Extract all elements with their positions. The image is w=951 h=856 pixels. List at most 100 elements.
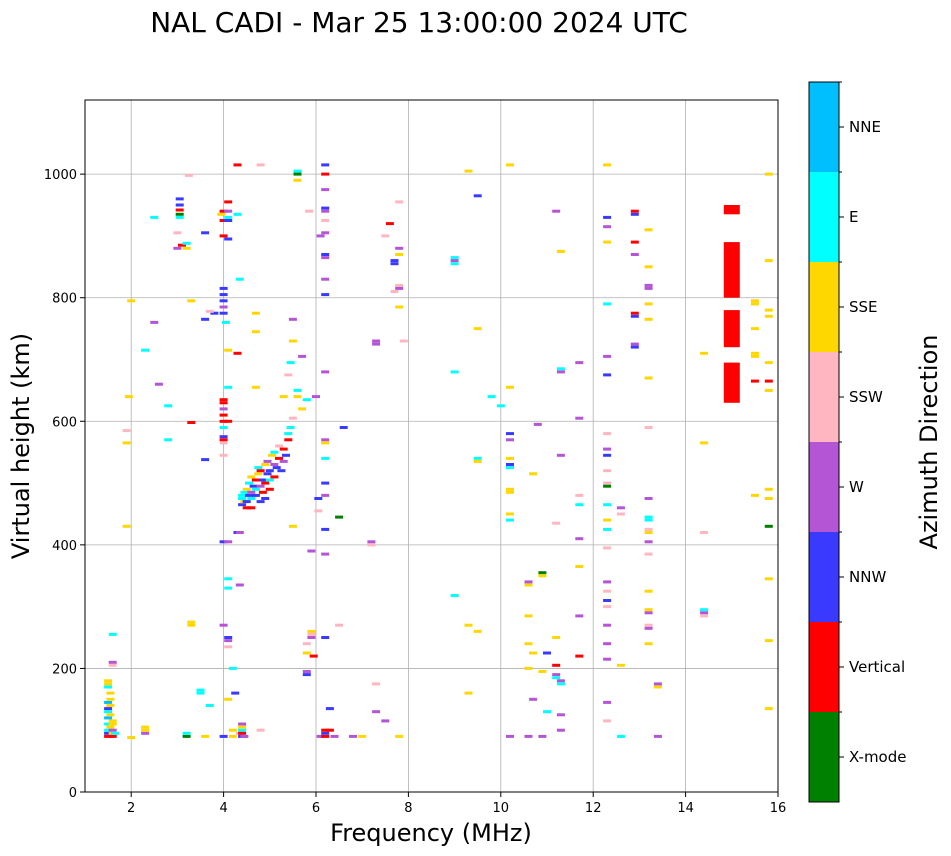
echo-point	[506, 734, 514, 738]
echo-point	[247, 475, 256, 479]
echo-point	[201, 231, 210, 235]
echo-point	[256, 500, 265, 504]
echo-point	[302, 398, 311, 402]
y-tick-label: 600	[52, 415, 77, 430]
echo-point	[108, 734, 117, 738]
echo-point	[552, 209, 561, 213]
echo-point	[127, 299, 136, 303]
echo-point	[464, 623, 473, 627]
echo-point	[277, 469, 286, 473]
echo-point	[228, 666, 237, 670]
echo-point	[506, 456, 514, 460]
echo-point	[603, 225, 612, 229]
echo-point	[150, 320, 159, 324]
echo-point	[764, 524, 773, 528]
echo-point	[506, 487, 514, 491]
echo-point	[242, 487, 251, 491]
echo-point	[321, 731, 330, 735]
echo-point	[552, 673, 561, 677]
echo-point	[603, 469, 612, 473]
colorbar-segment	[809, 532, 839, 622]
echo-point	[321, 209, 330, 213]
echo-point	[764, 577, 773, 581]
x-tick-label: 2	[127, 801, 135, 816]
echo-point	[219, 299, 228, 303]
echo-point	[205, 704, 214, 707]
echo-point	[700, 441, 709, 445]
echo-point	[630, 342, 639, 346]
echo-point	[182, 731, 191, 735]
echo-point	[247, 506, 256, 510]
echo-point	[321, 636, 330, 639]
echo-point	[302, 642, 311, 646]
echo-point	[556, 682, 565, 686]
echo-point	[221, 320, 230, 324]
echo-point	[764, 314, 773, 318]
echo-point	[104, 707, 113, 711]
echo-point	[235, 277, 244, 281]
echo-point	[764, 172, 773, 176]
echo-point	[321, 728, 330, 732]
echo-point	[603, 527, 612, 531]
echo-point	[275, 456, 283, 460]
echo-point	[256, 484, 265, 488]
echo-point	[231, 691, 240, 695]
echo-point	[238, 493, 247, 497]
echo-point	[603, 623, 612, 627]
echo-point	[556, 370, 565, 374]
colorbar-tick-label: X-mode	[849, 748, 906, 766]
echo-point	[464, 169, 473, 173]
echo-point	[293, 395, 302, 399]
y-tick-label: 0	[69, 786, 77, 801]
echo-point	[284, 432, 293, 436]
echo-point	[104, 700, 113, 704]
echo-point	[219, 398, 228, 402]
echo-point	[644, 518, 653, 522]
colorbar-tick-label: SSW	[849, 388, 883, 406]
echo-point	[141, 725, 150, 729]
echo-point	[603, 481, 612, 485]
echo-point	[764, 379, 773, 383]
echo-point	[224, 645, 233, 649]
echo-point	[321, 256, 330, 260]
echo-point	[261, 481, 270, 485]
echo-point	[321, 206, 330, 210]
echo-point	[764, 707, 773, 711]
echo-point	[201, 317, 210, 321]
echo-point	[293, 178, 302, 182]
echo-point	[524, 734, 533, 738]
echo-point	[552, 636, 561, 639]
echo-point	[104, 679, 113, 683]
echo-point	[104, 722, 113, 726]
echo-point	[603, 546, 612, 550]
echo-point	[473, 459, 482, 463]
echo-point	[175, 197, 184, 201]
echo-point	[219, 293, 228, 297]
echo-point	[450, 256, 459, 260]
echo-point	[529, 651, 538, 655]
echo-point	[538, 734, 547, 738]
echo-point	[288, 416, 297, 420]
echo-point	[238, 728, 247, 732]
echo-point	[224, 697, 233, 701]
echo-point	[242, 500, 251, 504]
echo-point	[219, 209, 228, 213]
echo-point	[122, 441, 131, 445]
echo-point	[764, 308, 773, 312]
echo-point	[750, 299, 759, 303]
echo-point	[575, 614, 584, 618]
echo-point	[219, 438, 228, 442]
echo-point	[238, 497, 247, 500]
echo-point	[556, 367, 565, 371]
colorbar-segment	[809, 622, 839, 712]
echo-point	[644, 626, 653, 630]
echo-point	[293, 169, 302, 173]
echo-point	[552, 663, 561, 667]
echo-point	[284, 373, 293, 377]
echo-point	[224, 348, 233, 352]
echo-point	[265, 478, 274, 482]
echo-point	[108, 660, 117, 664]
echo-point	[372, 710, 381, 714]
echo-point	[603, 354, 612, 358]
echo-point	[233, 212, 242, 216]
